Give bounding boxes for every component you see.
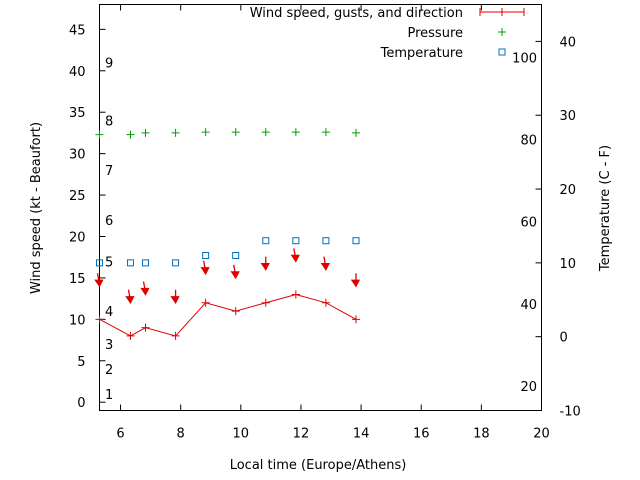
legend-label: Pressure [407, 26, 463, 41]
beaufort-label: 2 [105, 363, 113, 378]
wind-speed-point [261, 298, 270, 307]
wind-speed-point [141, 323, 150, 332]
wind-speed-point [231, 307, 240, 316]
y2-tick-label: -10 [560, 405, 581, 420]
wind-speed-line [99, 293, 357, 337]
y2-tick-label: 40 [560, 35, 577, 50]
wind-direction-arrow [125, 289, 135, 305]
temperature-point [262, 237, 270, 245]
wind-speed-point [95, 315, 104, 324]
y-tick-label: 30 [69, 148, 86, 163]
x-tick-label: 16 [413, 427, 430, 442]
fahrenheit-label: 100 [512, 52, 537, 67]
wind-direction-arrow [230, 264, 240, 280]
y-tick-label: 25 [69, 189, 86, 204]
wind-speed-point [291, 290, 300, 299]
wind-speed-point [171, 331, 180, 340]
pressure-point [351, 128, 360, 137]
y-tick-label: 40 [69, 65, 86, 80]
beaufort-label: 3 [105, 338, 113, 353]
temperature-point [142, 259, 150, 267]
legend-swatch-temperature [498, 48, 506, 56]
y-tick-label: 15 [69, 272, 86, 287]
wind-direction-arrow [170, 289, 180, 305]
legend-swatch-pressure [498, 28, 506, 36]
y2-axis-label: Temperature (C - F) [598, 145, 613, 272]
fahrenheit-label: 80 [520, 134, 537, 149]
beaufort-label: 8 [105, 115, 113, 130]
y2-tick-label: 30 [560, 109, 577, 124]
y-tick-label: 10 [69, 313, 86, 328]
wind-direction-arrow [140, 281, 150, 296]
y-tick-label: 0 [77, 396, 85, 411]
ticks-layer: 6 8 10 12 14 16 18 20051015202530354045-1001020… [69, 4, 581, 442]
x-tick-label: 10 [233, 427, 250, 442]
x-tick-label: 20 [533, 427, 550, 442]
y-tick-label: 35 [69, 106, 86, 121]
y-axis-label: Wind speed (kt - Beaufort) [29, 122, 44, 294]
temperature-point [202, 251, 210, 259]
wind-direction-arrow [200, 260, 210, 276]
fahrenheit-label: 60 [520, 216, 537, 231]
pressure-point [95, 130, 104, 139]
temperature-point [126, 259, 134, 267]
temperature-point [232, 251, 240, 259]
pressure-point [141, 128, 150, 137]
pressure-point [291, 128, 300, 137]
x-axis-label: Local time (Europe/Athens) [230, 458, 407, 473]
wind-speed-point [351, 315, 360, 324]
legend-label: Wind speed, gusts, and direction [250, 6, 463, 21]
pressure-point [321, 128, 330, 137]
y2-tick-label: 20 [560, 183, 577, 198]
y-tick-label: 20 [69, 231, 86, 246]
y2-tick-label: 10 [560, 257, 577, 272]
wind-direction-arrow [350, 273, 361, 288]
wind-speed-point [321, 298, 330, 307]
legend-swatch-wind [479, 8, 525, 16]
beaufort-label: 4 [105, 305, 113, 320]
beaufort-label: 6 [105, 214, 113, 229]
temperature-point [352, 237, 360, 245]
pressure-point [231, 128, 240, 137]
legend-label: Temperature [380, 46, 463, 61]
x-tick-label: 18 [473, 427, 490, 442]
legend: Wind speed, gusts, and direction Pressure… [250, 6, 525, 61]
x-tick-label: 12 [293, 427, 310, 442]
wind-speed-point [126, 331, 135, 340]
wind-direction-arrow [260, 256, 270, 271]
temperature-point [172, 259, 180, 267]
wind-direction-arrow [320, 256, 330, 271]
temperature-point [322, 237, 330, 245]
y-tick-label: 45 [69, 23, 86, 38]
wind-speed-point [201, 298, 210, 307]
fahrenheit-label: 20 [520, 380, 537, 395]
series-layer [94, 128, 361, 340]
wind-direction-arrow [290, 248, 300, 263]
beaufort-label: 7 [105, 164, 113, 179]
y2-tick-label: 0 [560, 331, 568, 346]
temperature-point [292, 237, 300, 245]
beaufort-label: 1 [105, 388, 113, 403]
temperature-point [96, 259, 103, 267]
x-tick-label: 6 [116, 427, 124, 442]
plot-frame [99, 4, 542, 411]
pressure-point [171, 128, 180, 137]
x-tick-label: 14 [353, 427, 370, 442]
pressure-point [126, 130, 135, 139]
y-tick-label: 5 [77, 355, 85, 370]
pressure-point [261, 128, 270, 137]
beaufort-label: 9 [105, 57, 113, 72]
x-tick-label: 8 [177, 427, 185, 442]
beaufort-label: 5 [105, 255, 113, 270]
pressure-point [201, 128, 210, 137]
fahrenheit-label: 40 [520, 298, 537, 313]
wind-direction-arrow [94, 273, 104, 288]
